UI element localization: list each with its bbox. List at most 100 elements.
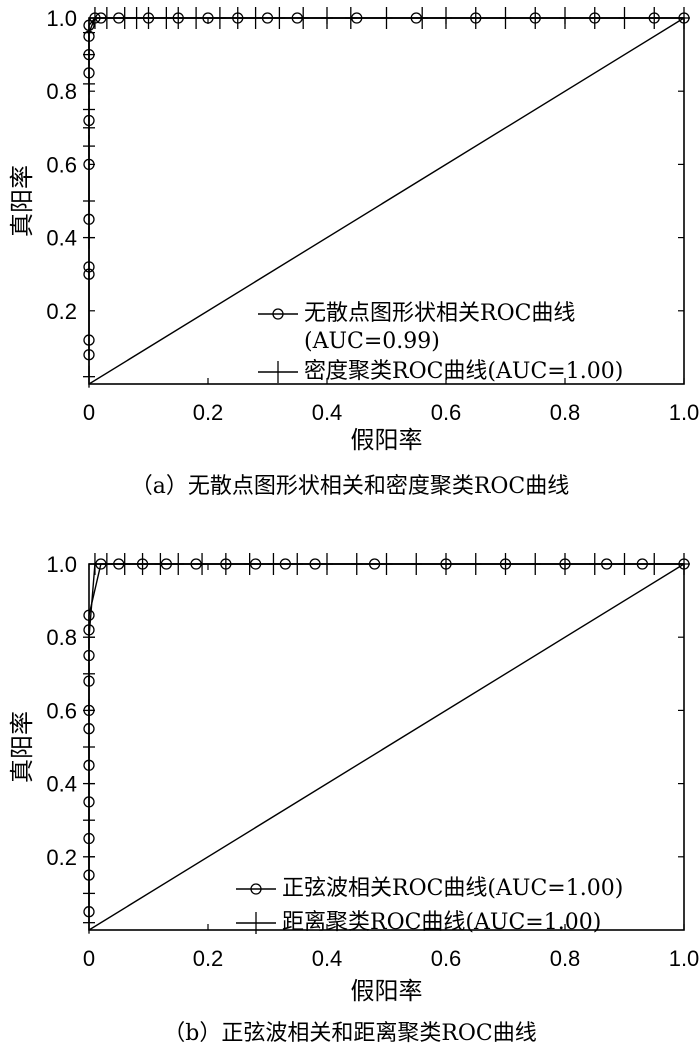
x-tick-label: 1.0 [669, 946, 700, 971]
data-point [499, 553, 512, 575]
series-line [88, 563, 684, 923]
x-tick-label: 0.6 [431, 946, 462, 971]
y-tick-label: 1.0 [46, 6, 77, 31]
data-point [469, 7, 482, 29]
data-point [231, 7, 244, 29]
data-point [118, 7, 131, 29]
data-point [83, 699, 95, 722]
chart-panel: 0 0.2 0.4 0.6 0.8 1.0 0.2 0.4 0.6 0.8 1.0 无散点图形状相关R… [8, 6, 699, 499]
y-tick-label: 0.6 [46, 698, 77, 723]
y-tick-label: 0.4 [46, 772, 77, 797]
data-point [416, 7, 429, 29]
data-point [160, 7, 173, 29]
data-point [588, 7, 601, 29]
series-line [88, 563, 684, 912]
y-tick-label: 0.8 [46, 625, 77, 650]
data-point [559, 7, 571, 29]
legend-item: 正弦波相关ROC曲线(AUC=1.00) [236, 876, 623, 901]
data-point [83, 72, 95, 95]
data-point [291, 553, 304, 575]
legend-label: 密度聚类ROC曲线(AUC=1.00) [304, 359, 623, 384]
data-point [83, 98, 95, 121]
legend-item: 密度聚类ROC曲线(AUC=1.00) [258, 359, 623, 384]
legend-item: 距离聚类ROC曲线(AUC=1.00) [236, 910, 601, 935]
data-point [83, 609, 95, 621]
y-axis-label: 真阳率 [8, 165, 36, 237]
data-point [350, 553, 363, 575]
x-tick-label: 0.2 [193, 946, 224, 971]
series-plus [83, 553, 690, 934]
data-point [499, 7, 512, 29]
x-tick-label: 0.8 [550, 400, 581, 425]
legend-label: 距离聚类ROC曲线(AUC=1.00) [282, 910, 601, 935]
data-point [83, 809, 95, 832]
legend: 无散点图形状相关ROC曲线 (AUC=0.99) 密度聚类ROC曲线(AUC=1.0… [258, 301, 623, 384]
y-tick-label: 0.2 [46, 299, 77, 324]
data-point [273, 7, 286, 29]
data-point [213, 7, 226, 29]
data-point [469, 553, 482, 575]
data-point [83, 365, 95, 388]
data-point [83, 772, 95, 795]
data-point [321, 7, 333, 29]
data-point [83, 845, 95, 868]
data-point [440, 7, 452, 29]
data-point [88, 553, 101, 575]
data-point [678, 553, 690, 575]
x-tick-label: 1.0 [669, 400, 700, 425]
data-point [83, 190, 95, 212]
data-point [321, 553, 333, 575]
data-point [83, 911, 95, 934]
chart-panel: 0 0.2 0.4 0.6 0.8 1.0 0.2 0.4 0.6 0.8 1.0 正弦波相关ROC曲… [8, 552, 699, 1046]
y-tick-label: 0.6 [46, 152, 77, 177]
data-point [297, 7, 310, 29]
data-point [172, 7, 185, 29]
data-point [529, 7, 542, 29]
data-point [83, 43, 95, 66]
data-point [588, 553, 601, 575]
series-plus [83, 7, 690, 388]
data-point [618, 553, 631, 575]
x-tick-label: 0.4 [312, 946, 343, 971]
data-point [410, 553, 423, 575]
data-point [196, 553, 209, 575]
legend-label-line: 无散点图形状相关ROC曲线 [304, 301, 575, 326]
data-point [648, 7, 661, 29]
diagonal-line [88, 17, 685, 385]
diagonal-line [88, 563, 685, 931]
x-tick-label: 0.4 [312, 400, 343, 425]
legend-label: 无散点图形状相关ROC曲线 (AUC=0.99) [304, 301, 575, 354]
series-circle [83, 558, 690, 918]
data-point [100, 7, 113, 29]
legend-label-line: 距离聚类ROC曲线(AUC=1.00) [282, 910, 601, 935]
data-point [130, 7, 143, 29]
data-point [83, 626, 95, 649]
legend-label-line: 密度聚类ROC曲线(AUC=1.00) [304, 359, 623, 384]
legend-label-line: 正弦波相关ROC曲线(AUC=1.00) [282, 876, 623, 901]
data-point [83, 736, 95, 758]
data-point [142, 7, 155, 29]
data-point [267, 553, 280, 575]
data-point [83, 226, 95, 249]
data-point [380, 7, 393, 29]
data-point [219, 553, 232, 575]
data-point [678, 7, 690, 29]
x-tick-label: 0.2 [193, 400, 224, 425]
data-point [88, 7, 101, 29]
y-tick-label: 0.2 [46, 845, 77, 870]
y-tick-label: 0.4 [46, 226, 77, 251]
x-tick-label: 0.8 [550, 946, 581, 971]
legend-item: 无散点图形状相关ROC曲线 (AUC=0.99) [258, 301, 575, 354]
data-point [559, 553, 571, 575]
x-axis-label: 假阳率 [351, 977, 423, 1005]
data-point [100, 553, 113, 575]
x-tick-label: 0 [83, 946, 95, 971]
data-point [618, 7, 631, 29]
y-tick-label: 0.8 [46, 79, 77, 104]
data-point [154, 553, 167, 575]
data-point [249, 7, 262, 29]
x-tick-label: 0.6 [431, 400, 462, 425]
y-tick-label: 1.0 [46, 552, 77, 577]
legend-marker-circle [250, 883, 262, 895]
data-point [190, 7, 203, 29]
